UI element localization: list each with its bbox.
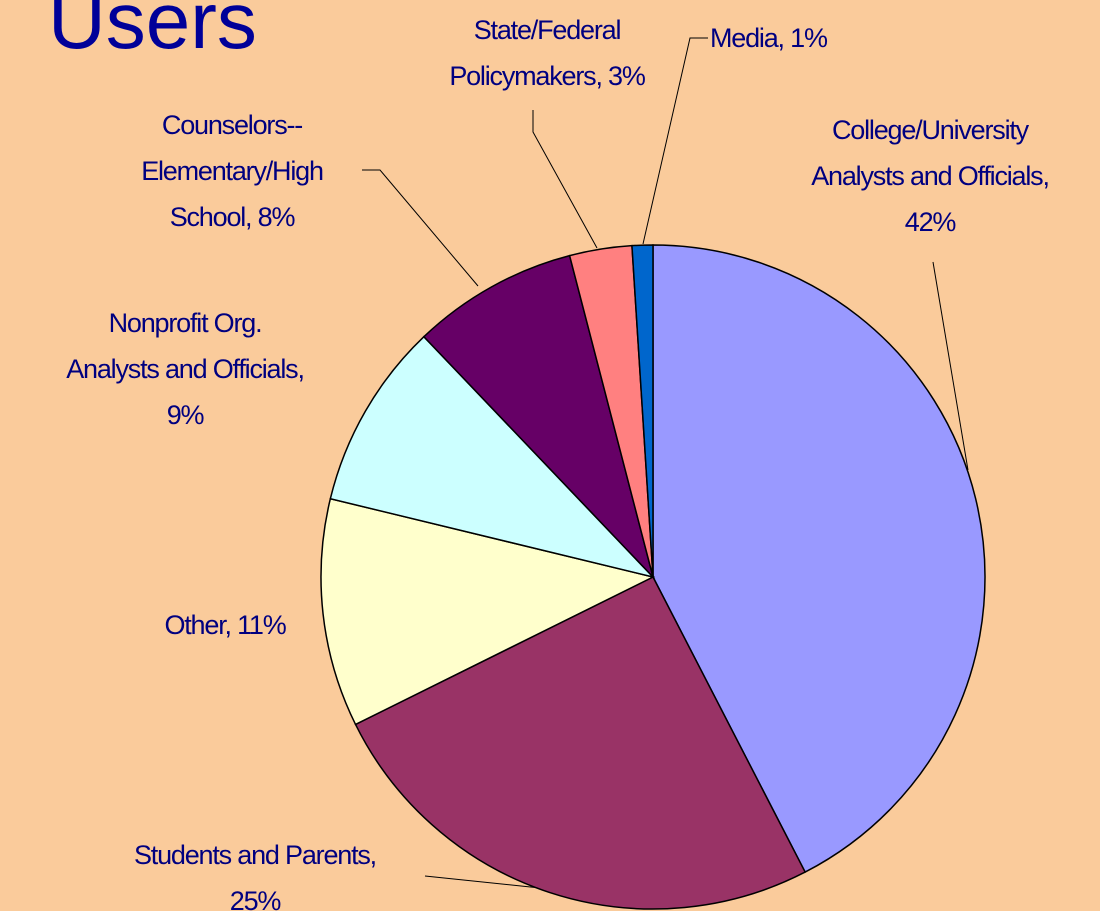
pie-slice [422, 254, 655, 580]
data-label-line: Media, 1% [710, 23, 828, 53]
pie-slice [652, 244, 986, 874]
data-label-line: School, 8% [170, 202, 296, 232]
pie-slice [631, 244, 654, 578]
data-label-line: Analysts and Officials, [66, 354, 304, 384]
data-label-line: College/University [832, 115, 1030, 145]
chart-title: Users [48, 0, 257, 65]
data-label-line: Policymakers, 3% [449, 61, 646, 91]
leader-line [424, 875, 541, 889]
data-label-line: Elementary/High [141, 156, 323, 186]
data-label-line: Analysts and Officials, [811, 161, 1049, 191]
leader-line [642, 37, 708, 245]
pie-slice [329, 335, 656, 579]
leader-line [532, 110, 598, 249]
data-label-line: State/Federal [474, 15, 621, 45]
data-label: Nonprofit Org. Analysts and Officials, 9% [66, 308, 304, 430]
data-label-line: Nonprofit Org. [109, 308, 262, 338]
pie-slice [354, 576, 807, 910]
data-label-line: Other, 11% [164, 610, 286, 640]
leader-line [362, 169, 479, 287]
leader-lines [362, 37, 969, 889]
data-label-line: 9% [167, 400, 205, 430]
data-label: State/Federal Policymakers, 3% [449, 15, 646, 91]
data-label: Counselors-- Elementary/High School, 8% [141, 110, 323, 232]
data-label: College/University Analysts and Officials… [811, 115, 1049, 237]
leader-line [932, 261, 969, 471]
data-label: Other, 11% [164, 610, 286, 640]
data-label: Media, 1% [710, 23, 828, 53]
data-label: Students and Parents, 25% [134, 840, 376, 911]
data-label-line: Students and Parents, [134, 840, 376, 870]
data-label-line: 42% [905, 207, 957, 237]
data-label-line: 25% [230, 886, 282, 911]
data-label-line: Counselors-- [162, 110, 302, 140]
pie-slice [320, 497, 656, 726]
slices [320, 244, 986, 910]
